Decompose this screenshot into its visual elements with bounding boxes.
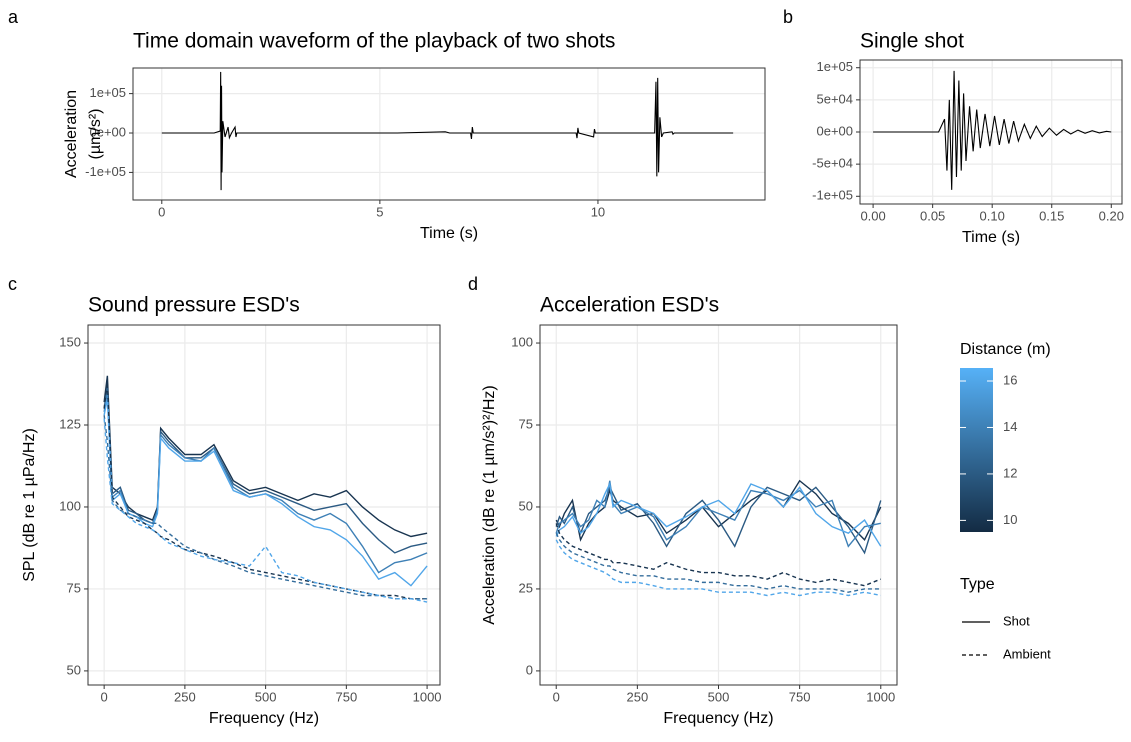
legend-title: Type xyxy=(960,576,995,593)
y-tick-label: 75 xyxy=(519,416,533,431)
chart-title: Single shot xyxy=(860,30,964,53)
x-tick-label: 5 xyxy=(376,204,383,219)
series-line xyxy=(555,523,882,587)
series-line xyxy=(103,382,428,600)
legend-label: Shot xyxy=(1003,613,1030,628)
chart-title: Acceleration ESD's xyxy=(540,294,719,317)
y-tick-label: 0e+00 xyxy=(816,123,853,138)
y-tick-label: 0 xyxy=(526,662,533,677)
x-axis-label: Time (s) xyxy=(420,225,478,242)
y-tick-label: 100 xyxy=(511,334,533,349)
y-tick-label: -1e+05 xyxy=(812,188,853,203)
series-line xyxy=(555,481,882,547)
x-axis-label: Frequency (Hz) xyxy=(209,710,319,727)
series-line xyxy=(873,70,1112,190)
x-tick-label: 750 xyxy=(789,689,811,704)
x-tick-label: 500 xyxy=(708,689,730,704)
series-line xyxy=(555,532,881,593)
y-tick-label: 1e+05 xyxy=(816,59,853,74)
plot-border xyxy=(132,67,766,201)
x-tick-label: 0 xyxy=(101,689,108,704)
legend-title: Distance (m) xyxy=(960,341,1051,358)
y-tick-label: 75 xyxy=(67,580,81,595)
y-tick-label: -1e+05 xyxy=(85,164,126,179)
chart-title: Time domain waveform of the playback of … xyxy=(133,30,615,53)
y-axis-label: SPL (dB re 1 µPa/Hz) xyxy=(21,428,38,582)
x-tick-label: 0 xyxy=(158,204,165,219)
x-tick-label: 0 xyxy=(553,689,560,704)
panel-label: d xyxy=(468,274,478,294)
x-tick-label: 250 xyxy=(627,689,649,704)
y-tick-label: -5e+04 xyxy=(812,156,853,171)
x-axis-label: Time (s) xyxy=(962,229,1020,246)
colorbar-label: 14 xyxy=(1003,419,1017,434)
y-tick-label: 1e+05 xyxy=(89,85,126,100)
plot-border xyxy=(859,59,1123,205)
y-tick-label: 100 xyxy=(59,498,81,513)
x-tick-label: 0.15 xyxy=(1039,208,1064,223)
plot-background xyxy=(88,325,440,685)
series-line xyxy=(555,480,881,548)
y-tick-label: 5e+04 xyxy=(816,91,853,106)
colorbar-label: 12 xyxy=(1003,465,1017,480)
plot-border xyxy=(87,324,441,686)
x-tick-label: 0.05 xyxy=(920,208,945,223)
series-line xyxy=(555,539,881,597)
series-line xyxy=(103,418,428,603)
panel-label: b xyxy=(783,7,793,27)
colorbar-label: 16 xyxy=(1003,372,1017,387)
series-line xyxy=(103,398,428,587)
series-line xyxy=(103,375,428,538)
legend-label: Ambient xyxy=(1003,646,1051,661)
y-tick-label: 25 xyxy=(519,580,533,595)
y-axis-label: (µm/s²) xyxy=(87,109,104,160)
panel-label: a xyxy=(8,7,19,27)
y-axis-label: Acceleration xyxy=(63,90,80,178)
x-tick-label: 500 xyxy=(255,689,277,704)
x-tick-label: 1000 xyxy=(413,689,442,704)
x-tick-label: 250 xyxy=(174,689,196,704)
x-tick-label: 0.00 xyxy=(860,208,885,223)
x-tick-label: 10 xyxy=(591,204,605,219)
series-line xyxy=(161,71,734,191)
y-axis-label: Acceleration (dB re (1 µm/s²)²/Hz) xyxy=(481,385,498,624)
x-axis-label: Frequency (Hz) xyxy=(663,710,773,727)
colorbar-label: 10 xyxy=(1003,512,1017,527)
chart-title: Sound pressure ESD's xyxy=(88,294,300,317)
x-tick-label: 0.10 xyxy=(980,208,1005,223)
x-tick-label: 750 xyxy=(335,689,357,704)
y-tick-label: 0e+00 xyxy=(89,124,126,139)
colorbar xyxy=(960,368,993,532)
series-line xyxy=(555,479,882,542)
plot-background xyxy=(133,68,765,200)
y-tick-label: 50 xyxy=(67,662,81,677)
y-tick-label: 150 xyxy=(59,334,81,349)
x-tick-label: 0.20 xyxy=(1099,208,1124,223)
plot-border xyxy=(539,324,898,686)
y-tick-label: 50 xyxy=(519,498,533,513)
x-tick-label: 1000 xyxy=(866,689,895,704)
y-tick-label: 125 xyxy=(59,416,81,431)
panel-label: c xyxy=(8,274,17,294)
series-line xyxy=(555,485,882,555)
